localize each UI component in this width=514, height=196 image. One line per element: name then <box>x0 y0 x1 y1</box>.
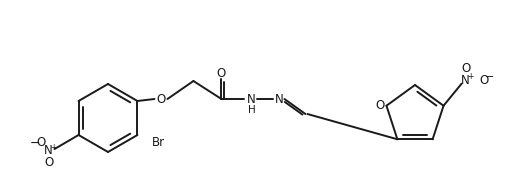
Text: O: O <box>461 62 470 75</box>
Text: −: − <box>485 72 494 82</box>
Text: Br: Br <box>152 136 164 150</box>
Text: O: O <box>217 66 226 80</box>
Text: N: N <box>247 93 256 105</box>
Text: O: O <box>157 93 166 105</box>
Text: O: O <box>36 136 45 150</box>
Text: N: N <box>275 93 284 105</box>
Text: −: − <box>29 136 40 150</box>
Text: N: N <box>44 144 53 158</box>
Text: H: H <box>248 105 255 115</box>
Text: O: O <box>479 74 488 87</box>
Text: N: N <box>461 74 470 87</box>
Text: O: O <box>376 99 385 112</box>
Text: O: O <box>44 156 53 170</box>
Text: +: + <box>50 142 57 152</box>
Text: +: + <box>467 72 474 81</box>
